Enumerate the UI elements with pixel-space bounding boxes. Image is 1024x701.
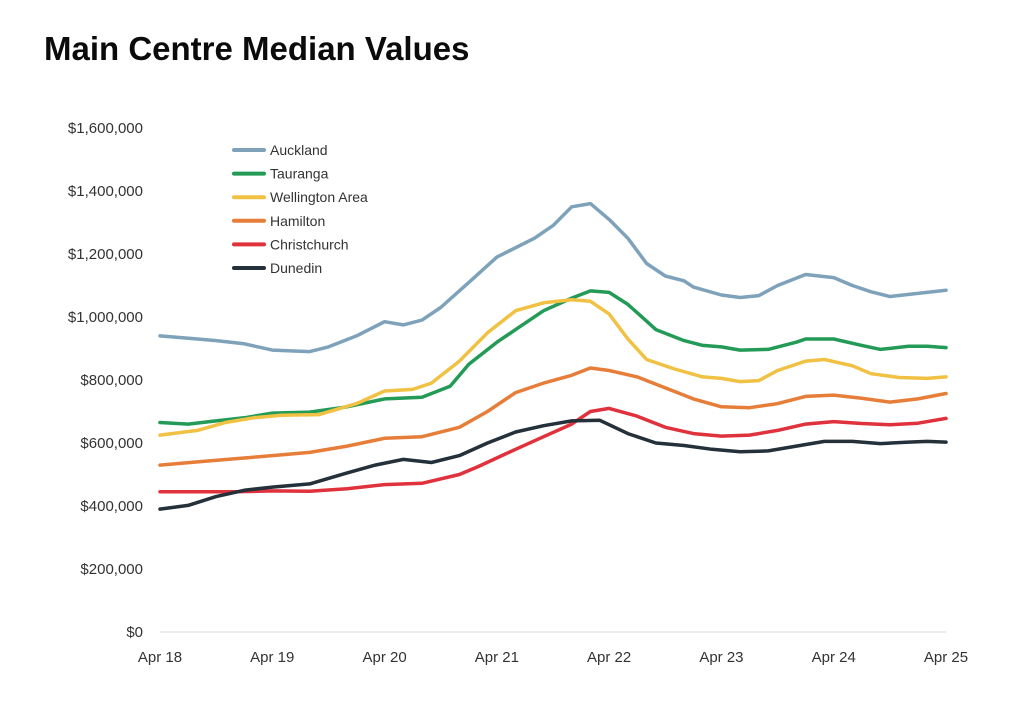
legend-label-wellington-area: Wellington Area [270,189,368,205]
y-tick-label: $0 [126,624,143,641]
series-line-dunedin [158,418,948,511]
x-axis-ticks: Apr 18 Apr 19 Apr 20 Apr 21 Apr 22 Apr 23 Apr … [138,649,968,666]
y-tick-label: $1,200,000 [68,246,143,263]
legend-label-auckland: Auckland [270,142,328,158]
y-tick-label: $1,000,000 [68,309,143,326]
y-axis-ticks: $0 $200,000 $400,000 $600,000 $800,000 $1,000… [68,120,143,641]
x-tick-label: Apr 22 [587,649,631,666]
legend-label-tauranga: Tauranga [270,166,329,182]
y-tick-label: $600,000 [80,435,143,452]
x-tick-label: Apr 19 [250,649,294,666]
x-tick-label: Apr 21 [475,649,519,666]
series-lines [158,201,948,511]
y-tick-label: $200,000 [80,561,143,578]
legend: Auckland Tauranga Wellington Area Hamilton C… [232,142,368,276]
x-tick-label: Apr 23 [699,649,743,666]
x-tick-label: Apr 20 [362,649,406,666]
series-line-christchurch [158,406,948,494]
y-tick-label: $800,000 [80,372,143,389]
series-line-wellington-area [158,297,948,437]
y-tick-label: $400,000 [80,498,143,515]
series-line-auckland [158,201,948,354]
x-tick-label: Apr 24 [812,649,856,666]
legend-label-hamilton: Hamilton [270,213,325,229]
x-tick-label: Apr 18 [138,649,182,666]
chart-title: Main Centre Median Values [44,30,470,67]
series-line-hamilton [158,366,948,467]
y-tick-label: $1,600,000 [68,120,143,137]
legend-label-christchurch: Christchurch [270,236,349,252]
legend-label-dunedin: Dunedin [270,260,322,276]
x-tick-label: Apr 25 [924,649,968,666]
y-tick-label: $1,400,000 [68,183,143,200]
series-line-tauranga [158,289,948,426]
